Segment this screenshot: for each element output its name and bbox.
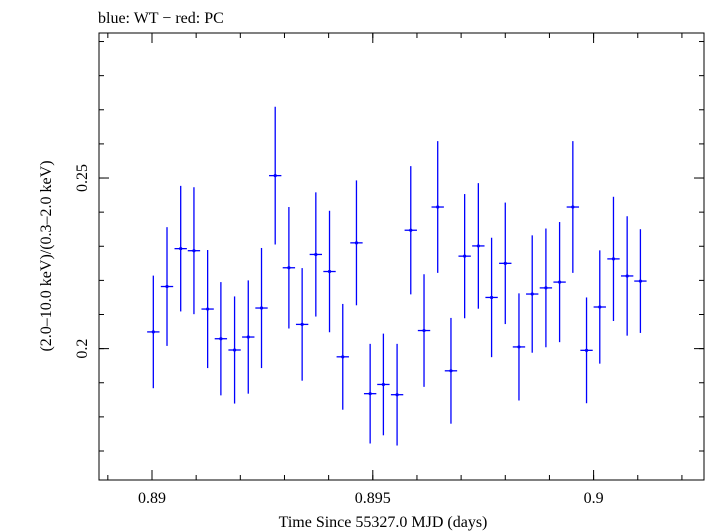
point-marker: [192, 249, 196, 253]
data-point: [485, 237, 498, 358]
y-axis-label: (2.0–10.0 keV)/(0.3–2.0 keV): [38, 160, 55, 351]
data-point: [417, 274, 431, 387]
data-point: [444, 317, 458, 424]
data-point: [242, 280, 255, 394]
x-tick-label: 0.895: [355, 490, 391, 507]
plot-frame: [98, 32, 705, 481]
point-marker: [259, 306, 264, 310]
data-point: [607, 196, 620, 321]
data-points: [147, 106, 647, 446]
point-marker: [246, 335, 250, 339]
point-marker: [327, 269, 332, 274]
data-point: [431, 141, 444, 273]
point-marker: [273, 174, 277, 178]
data-point: [363, 343, 377, 444]
data-point: [282, 207, 296, 329]
data-point: [214, 282, 228, 396]
point-marker: [206, 307, 210, 311]
point-marker: [530, 292, 534, 296]
data-point: [323, 210, 336, 333]
point-marker: [503, 261, 507, 265]
point-marker: [151, 330, 155, 334]
point-marker: [638, 279, 643, 283]
data-point: [593, 250, 606, 364]
data-point: [309, 192, 323, 317]
data-point: [553, 222, 566, 343]
data-point: [566, 141, 580, 273]
point-marker: [489, 295, 494, 300]
data-point: [160, 227, 174, 346]
point-marker: [165, 284, 169, 289]
data-point: [512, 293, 526, 401]
data-point: [336, 303, 349, 410]
point-marker: [517, 345, 521, 349]
x-axis-label: Time Since 55327.0 MJD (days): [279, 514, 488, 531]
point-marker: [300, 322, 304, 327]
point-marker: [449, 369, 453, 373]
point-marker: [422, 328, 426, 333]
chart-title: blue: WT − red: PC: [98, 10, 224, 27]
data-point: [187, 187, 201, 315]
point-marker: [544, 286, 548, 290]
point-marker: [436, 205, 440, 209]
data-point: [255, 247, 268, 369]
y-tick-label: 0.2: [74, 339, 91, 359]
point-marker: [584, 348, 589, 352]
point-marker: [314, 252, 318, 257]
x-tick-label: 0.9: [584, 490, 604, 507]
data-point: [404, 166, 417, 295]
point-marker: [476, 244, 480, 248]
axis-ticks: [99, 33, 704, 480]
data-point: [526, 235, 539, 353]
y-tick-label: 0.25: [74, 164, 91, 192]
point-marker: [598, 305, 602, 309]
data-point: [295, 268, 309, 381]
point-marker: [409, 228, 413, 232]
point-marker: [354, 241, 359, 245]
point-marker: [557, 280, 562, 284]
point-marker: [611, 257, 616, 261]
point-marker: [381, 382, 385, 387]
data-point: [620, 216, 634, 336]
data-point: [539, 228, 553, 348]
point-marker: [463, 254, 467, 258]
point-marker: [219, 337, 223, 341]
point-marker: [395, 393, 399, 397]
data-point: [350, 180, 363, 306]
data-point: [390, 343, 404, 446]
data-point: [580, 297, 593, 404]
data-point: [174, 185, 187, 312]
data-point: [499, 202, 512, 325]
point-marker: [368, 392, 372, 396]
data-point: [377, 333, 390, 436]
point-marker: [571, 205, 575, 209]
point-marker: [625, 274, 629, 278]
data-point: [269, 106, 282, 245]
data-point: [458, 194, 471, 319]
data-point: [147, 275, 160, 389]
data-point: [228, 296, 241, 404]
x-tick-label: 0.89: [138, 490, 166, 507]
data-point: [201, 250, 214, 369]
tick-labels: 0.89 0.895 0.9 0.2 0.25: [74, 164, 604, 507]
data-point: [634, 229, 647, 333]
point-marker: [179, 247, 183, 251]
data-point: [472, 183, 485, 309]
point-marker: [232, 348, 237, 352]
point-marker: [341, 355, 345, 359]
point-marker: [287, 266, 291, 270]
